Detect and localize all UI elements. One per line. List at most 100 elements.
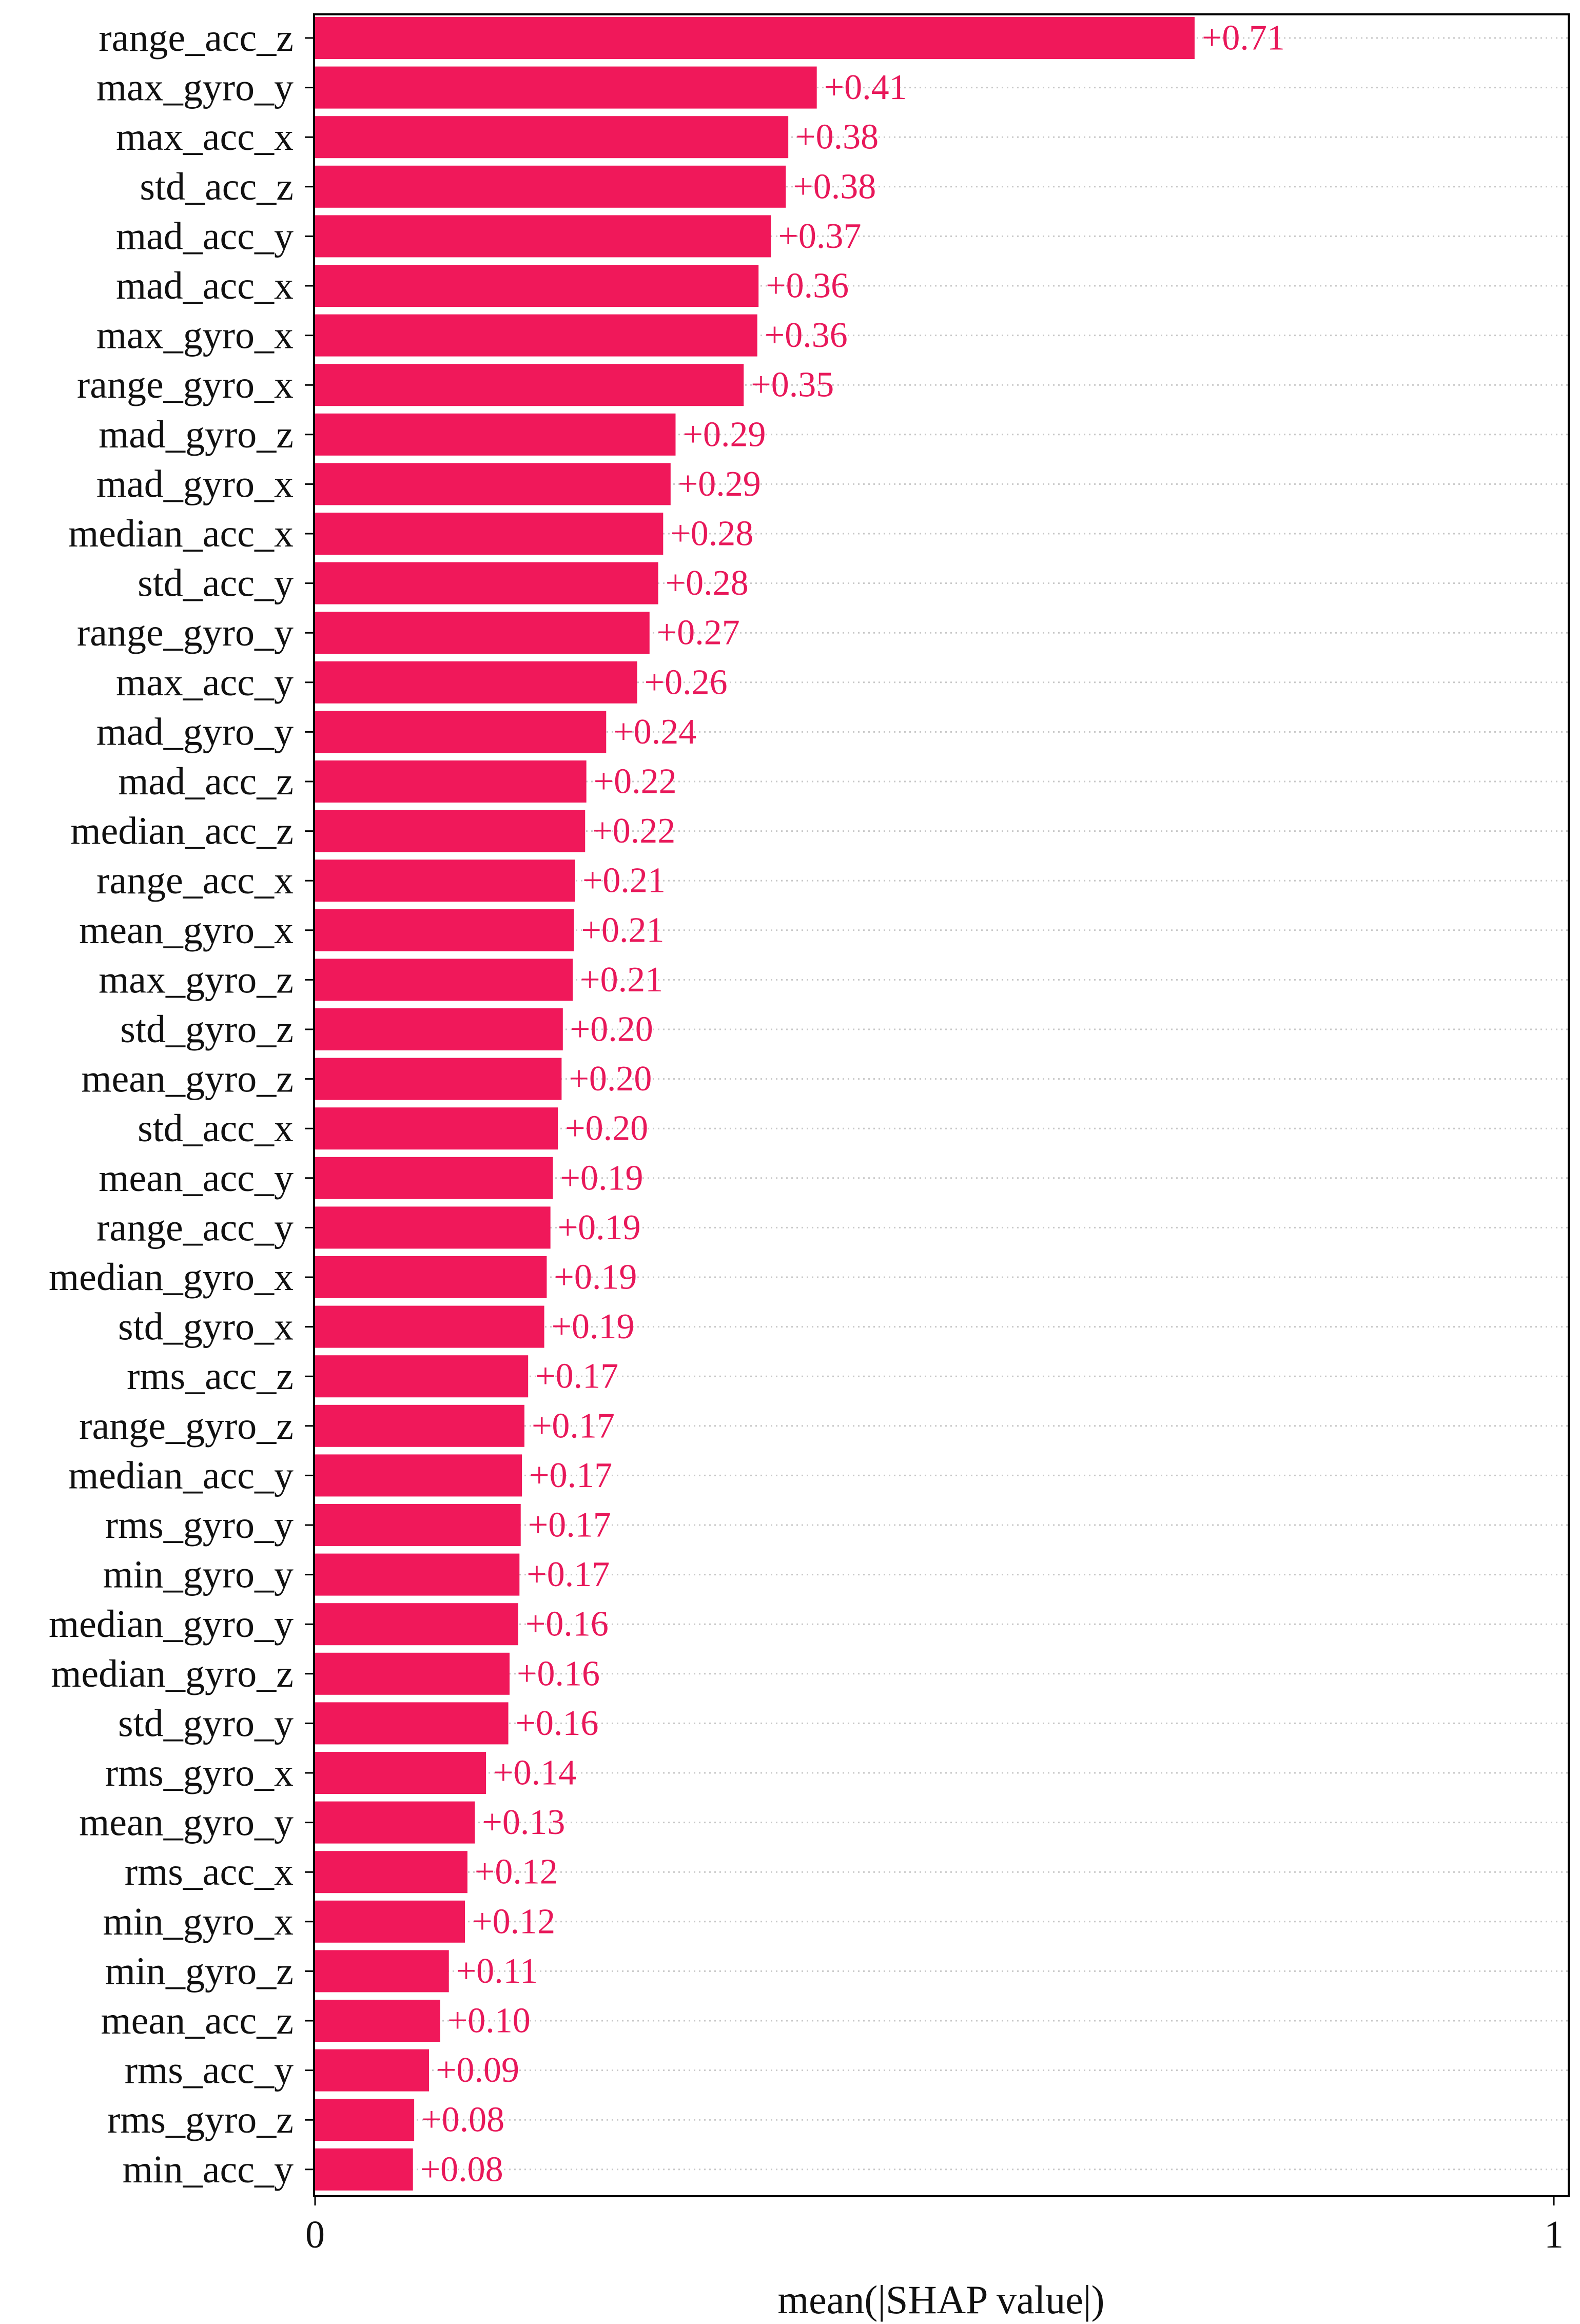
- grid-lines: [314, 37, 1569, 2171]
- value-label: +0.21: [581, 910, 665, 950]
- bar-min_gyro_z: [315, 1950, 449, 1993]
- bar-std_gyro_x: [315, 1305, 544, 1348]
- category-label: std_acc_y: [138, 562, 294, 605]
- value-label: +0.17: [526, 1555, 610, 1594]
- category-label: median_acc_y: [68, 1454, 294, 1497]
- value-label: +0.28: [670, 514, 753, 554]
- category-label: min_acc_y: [123, 2148, 294, 2191]
- value-label: +0.36: [766, 266, 849, 306]
- value-label: +0.29: [678, 464, 761, 504]
- bar-mad_acc_x: [315, 265, 759, 307]
- category-label: mad_acc_z: [118, 760, 294, 803]
- bar-rms_acc_y: [315, 2049, 430, 2092]
- value-label: +0.29: [682, 415, 766, 454]
- value-label: +0.20: [569, 1059, 652, 1099]
- category-label: max_gyro_y: [96, 66, 294, 109]
- bar-min_gyro_x: [315, 1900, 465, 1943]
- value-label: +0.71: [1202, 18, 1285, 58]
- value-label: +0.16: [516, 1704, 599, 1743]
- bar-range_gyro_x: [315, 364, 744, 406]
- category-label: mad_gyro_x: [96, 462, 294, 505]
- category-label: std_gyro_x: [118, 1305, 294, 1349]
- bar-median_gyro_x: [315, 1256, 547, 1298]
- category-label: range_gyro_x: [77, 363, 294, 406]
- value-label: +0.20: [570, 1010, 653, 1049]
- bar-std_acc_z: [315, 165, 786, 208]
- bar-median_acc_z: [315, 810, 586, 852]
- bar-mad_acc_z: [315, 760, 587, 803]
- value-label: +0.35: [751, 365, 834, 405]
- value-label: +0.10: [447, 2001, 531, 2041]
- value-label: +0.36: [765, 316, 848, 355]
- category-label: mean_gyro_y: [79, 1801, 294, 1844]
- bar-max_acc_x: [315, 116, 789, 159]
- category-label: std_gyro_z: [120, 1008, 294, 1051]
- value-label: +0.19: [552, 1307, 635, 1346]
- bar-std_acc_y: [315, 562, 658, 604]
- bar-mad_gyro_x: [315, 463, 671, 505]
- category-label: median_gyro_y: [49, 1603, 294, 1646]
- category-label: range_acc_x: [96, 859, 294, 902]
- value-label: +0.20: [565, 1109, 648, 1148]
- category-label: rms_acc_x: [125, 1850, 294, 1893]
- value-label: +0.14: [493, 1753, 576, 1793]
- category-label: std_gyro_y: [118, 1702, 294, 1745]
- value-label: +0.13: [482, 1803, 565, 1842]
- category-label: std_acc_z: [140, 165, 294, 208]
- bars: [315, 17, 1195, 2191]
- category-label: min_gyro_z: [105, 1949, 294, 1993]
- bar-std_gyro_z: [315, 1008, 563, 1050]
- category-label: max_gyro_z: [99, 958, 294, 1001]
- bar-std_gyro_y: [315, 1702, 509, 1745]
- value-label: +0.26: [645, 662, 728, 702]
- x-tick-label: 0: [305, 2213, 325, 2256]
- category-label: range_gyro_y: [77, 611, 294, 654]
- value-label: +0.38: [793, 167, 876, 206]
- value-label: +0.16: [517, 1654, 600, 1693]
- value-label: +0.17: [528, 1506, 611, 1545]
- bar-mean_gyro_y: [315, 1801, 475, 1844]
- bar-std_acc_x: [315, 1107, 558, 1150]
- category-label: mad_acc_y: [116, 214, 294, 258]
- x-tick-label: 1: [1544, 2213, 1564, 2256]
- value-label: +0.11: [456, 1951, 538, 1991]
- bar-rms_acc_z: [315, 1355, 529, 1398]
- bar-mean_acc_z: [315, 2000, 440, 2042]
- bar-mean_acc_y: [315, 1157, 553, 1199]
- category-label: median_gyro_x: [49, 1256, 294, 1299]
- bar-max_gyro_y: [315, 66, 817, 109]
- category-label: median_acc_z: [70, 810, 294, 853]
- bar-max_acc_y: [315, 661, 637, 704]
- category-labels: range_acc_z max_gyro_y max_acc_x std_acc_zm…: [49, 16, 314, 2191]
- value-label: +0.17: [532, 1406, 615, 1446]
- value-label: +0.41: [824, 68, 907, 107]
- bar-rms_gyro_y: [315, 1504, 521, 1546]
- value-label: +0.22: [592, 811, 675, 851]
- bar-mad_gyro_y: [315, 711, 607, 753]
- bar-mean_gyro_z: [315, 1058, 562, 1100]
- bar-min_acc_y: [315, 2148, 413, 2191]
- bar-max_gyro_x: [315, 314, 757, 357]
- value-label: +0.21: [580, 960, 663, 1000]
- bar-range_gyro_y: [315, 612, 650, 654]
- category-label: std_acc_x: [138, 1107, 294, 1150]
- bar-mean_gyro_x: [315, 909, 574, 951]
- value-label: +0.37: [778, 217, 861, 256]
- bar-median_gyro_y: [315, 1603, 518, 1646]
- category-label: mad_gyro_y: [96, 710, 294, 753]
- value-label: +0.27: [657, 613, 740, 653]
- category-label: median_gyro_z: [51, 1652, 294, 1695]
- bar-min_gyro_y: [315, 1553, 520, 1596]
- bar-range_acc_z: [315, 17, 1195, 59]
- bar-median_gyro_z: [315, 1652, 510, 1695]
- category-label: rms_acc_y: [125, 2049, 294, 2092]
- value-label: +0.19: [560, 1158, 643, 1198]
- value-label: +0.22: [594, 762, 677, 802]
- bar-mad_acc_y: [315, 215, 771, 258]
- bar-rms_gyro_z: [315, 2099, 415, 2141]
- value-label: +0.09: [436, 2050, 519, 2090]
- value-label: +0.08: [420, 2150, 503, 2189]
- category-label: range_acc_z: [99, 16, 294, 60]
